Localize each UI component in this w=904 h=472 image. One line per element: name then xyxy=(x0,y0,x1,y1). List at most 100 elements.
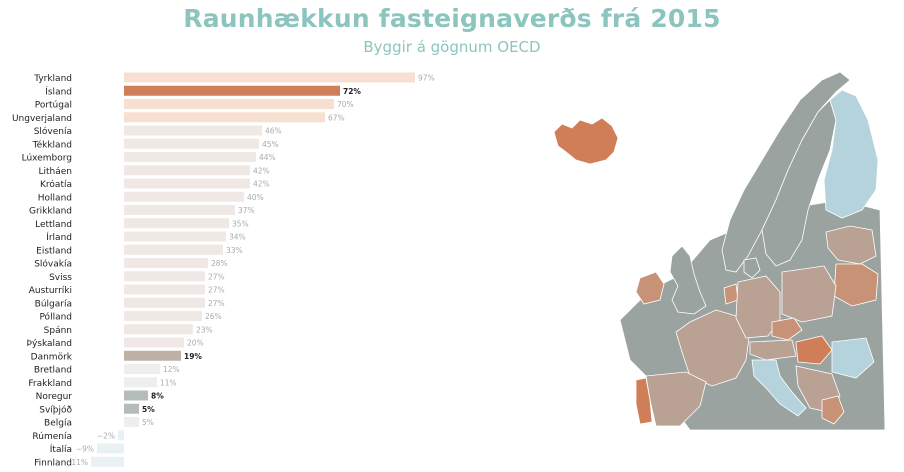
bar-12 xyxy=(124,231,226,242)
value-label: 42% xyxy=(253,166,270,175)
value-label: 44% xyxy=(259,153,276,162)
category-label: Grikkland xyxy=(29,207,72,217)
category-label: Lúxemborg xyxy=(22,154,72,164)
map-greece xyxy=(821,395,845,425)
bar-2 xyxy=(124,99,334,109)
bar-1 xyxy=(124,85,340,96)
map-hungary xyxy=(795,335,833,365)
value-label: 45% xyxy=(262,140,279,149)
map-iceland xyxy=(553,117,619,165)
value-label: 35% xyxy=(232,219,249,228)
value-label: 34% xyxy=(229,233,246,242)
category-label: Portúgal xyxy=(35,101,72,111)
value-label: 5% xyxy=(142,405,155,414)
category-label: Holland xyxy=(38,193,72,203)
value-label: 46% xyxy=(265,127,282,136)
bar-8 xyxy=(124,178,250,189)
page-title: Raunhækkun fasteignaverðs frá 2015 xyxy=(183,4,721,33)
map-belarus xyxy=(833,263,879,307)
europe-map xyxy=(553,71,886,430)
value-label: 23% xyxy=(196,325,213,334)
map-poland xyxy=(781,265,837,323)
bar-3 xyxy=(124,112,325,123)
bar-24 xyxy=(124,390,148,401)
category-label: Lettland xyxy=(35,220,72,230)
value-label: 27% xyxy=(208,272,225,281)
category-label: Búlgaría xyxy=(35,299,72,309)
map-baltics xyxy=(825,225,877,265)
map-denmark xyxy=(743,257,761,279)
value-label: 37% xyxy=(238,206,255,215)
value-label: 5% xyxy=(142,418,154,427)
map-france xyxy=(675,309,751,387)
value-label: 19% xyxy=(184,352,202,361)
value-label: 27% xyxy=(208,299,225,308)
map-spain xyxy=(645,371,707,427)
bar-26 xyxy=(124,417,139,427)
bar-5 xyxy=(124,138,259,149)
value-label: 67% xyxy=(328,113,345,122)
category-label: Slóvakía xyxy=(34,259,72,270)
bar-7 xyxy=(124,165,250,176)
category-label: Pólland xyxy=(39,312,72,323)
category-label: Frakkland xyxy=(28,379,72,389)
value-label: 42% xyxy=(253,180,270,189)
category-label: Þýskaland xyxy=(27,339,72,349)
map-sweden xyxy=(761,99,837,267)
value-label: 26% xyxy=(205,312,222,321)
map-netherlands xyxy=(723,283,739,305)
bar-13 xyxy=(124,244,223,255)
value-label: 40% xyxy=(247,193,264,202)
bar-10 xyxy=(124,205,235,215)
bar-0 xyxy=(124,72,415,83)
bar-17 xyxy=(124,297,205,308)
bar-29 xyxy=(91,456,124,467)
category-label: Ísland xyxy=(45,85,72,97)
bar-chart: Tyrkland 97% Ísland 72% Portúgal 70% Ungverjal… xyxy=(12,72,435,468)
map-uk xyxy=(669,245,707,315)
value-label: −9% xyxy=(76,445,94,454)
value-label: 28% xyxy=(211,259,228,268)
bar-4 xyxy=(124,125,262,136)
category-label: Írland xyxy=(46,231,72,243)
category-label: Bretland xyxy=(34,366,72,376)
value-label: 70% xyxy=(337,100,354,109)
map-czechia xyxy=(771,317,803,341)
map-italy xyxy=(751,359,807,417)
category-label: Spánn xyxy=(44,326,72,336)
category-label: Noregur xyxy=(36,392,73,402)
value-label: 33% xyxy=(226,246,243,255)
bar-18 xyxy=(124,311,202,321)
bar-9 xyxy=(124,191,244,202)
bar-11 xyxy=(124,218,229,229)
category-label: Sviss xyxy=(49,273,72,283)
bar-27 xyxy=(118,430,124,441)
bar-15 xyxy=(124,271,205,282)
bar-23 xyxy=(124,377,157,388)
category-label: Króatía xyxy=(40,179,72,190)
bar-20 xyxy=(124,337,184,348)
page-subtitle: Byggir á gögnum OECD xyxy=(363,38,541,56)
value-label: 27% xyxy=(208,286,225,295)
category-label: Danmörk xyxy=(31,352,73,362)
category-label: Litháen xyxy=(38,167,72,177)
value-label: -11% xyxy=(69,458,88,467)
category-label: Finnland xyxy=(34,458,72,468)
map-romania xyxy=(831,337,875,379)
bar-22 xyxy=(124,364,160,374)
map-portugal xyxy=(635,377,653,425)
bar-25 xyxy=(124,403,139,414)
value-label: −2% xyxy=(97,431,115,440)
category-label: Svíþjóð xyxy=(39,404,72,415)
value-label: 20% xyxy=(187,339,204,348)
category-label: Slóvenía xyxy=(34,126,72,137)
category-label: Tékkland xyxy=(32,139,72,150)
category-label: Eistland xyxy=(36,246,72,256)
category-label: Rúmenía xyxy=(32,432,72,442)
category-label: Tyrkland xyxy=(33,74,72,84)
value-label: 8% xyxy=(151,392,164,401)
value-label: 72% xyxy=(343,87,361,96)
bar-16 xyxy=(124,284,205,295)
category-label: Ítalía xyxy=(50,443,72,455)
category-label: Belgía xyxy=(44,419,72,429)
